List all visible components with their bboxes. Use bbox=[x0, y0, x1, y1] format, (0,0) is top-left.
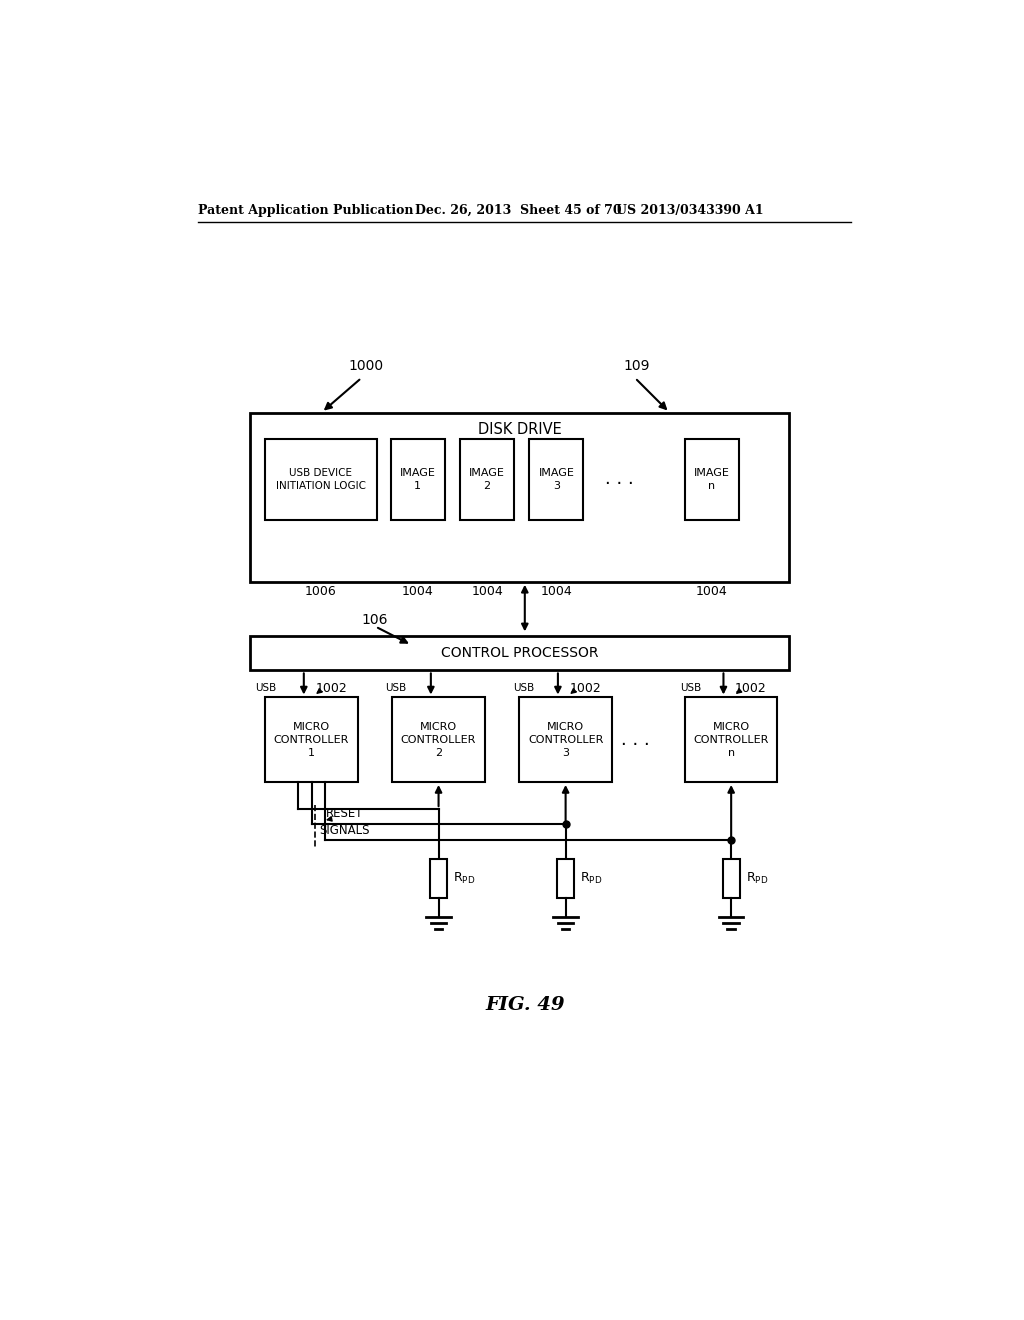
Bar bbox=[265, 697, 357, 781]
Text: US 2013/0343390 A1: US 2013/0343390 A1 bbox=[615, 205, 763, 218]
Bar bbox=[519, 697, 611, 781]
Text: Dec. 26, 2013  Sheet 45 of 70: Dec. 26, 2013 Sheet 45 of 70 bbox=[416, 205, 623, 218]
Text: 1004: 1004 bbox=[401, 585, 433, 598]
Bar bbox=[250, 413, 788, 582]
Text: MICRO
CONTROLLER
2: MICRO CONTROLLER 2 bbox=[400, 722, 476, 758]
Text: USB: USB bbox=[255, 684, 275, 693]
Bar bbox=[723, 859, 739, 898]
Bar bbox=[250, 636, 788, 671]
Bar bbox=[430, 859, 447, 898]
Text: FIG. 49: FIG. 49 bbox=[485, 997, 564, 1014]
Text: $\mathregular{R_{PD}}$: $\mathregular{R_{PD}}$ bbox=[745, 871, 768, 886]
Text: USB: USB bbox=[386, 684, 407, 693]
Text: 1000: 1000 bbox=[348, 359, 384, 374]
Bar bbox=[460, 440, 514, 520]
Text: IMAGE
1: IMAGE 1 bbox=[399, 467, 435, 491]
Bar bbox=[265, 440, 377, 520]
Text: IMAGE
n: IMAGE n bbox=[694, 467, 730, 491]
Text: $\mathregular{R_{PD}}$: $\mathregular{R_{PD}}$ bbox=[454, 871, 475, 886]
Text: CONTROL PROCESSOR: CONTROL PROCESSOR bbox=[440, 645, 598, 660]
Text: . . .: . . . bbox=[621, 731, 649, 748]
Bar bbox=[685, 697, 777, 781]
Bar bbox=[392, 697, 484, 781]
Text: IMAGE
2: IMAGE 2 bbox=[469, 467, 505, 491]
Text: 1004: 1004 bbox=[471, 585, 503, 598]
Bar bbox=[529, 440, 584, 520]
Text: Patent Application Publication: Patent Application Publication bbox=[199, 205, 414, 218]
Text: MICRO
CONTROLLER
3: MICRO CONTROLLER 3 bbox=[528, 722, 603, 758]
Text: USB: USB bbox=[681, 684, 701, 693]
Bar bbox=[391, 440, 444, 520]
Bar bbox=[685, 440, 739, 520]
Text: $\mathregular{R_{PD}}$: $\mathregular{R_{PD}}$ bbox=[581, 871, 602, 886]
Text: 1004: 1004 bbox=[541, 585, 572, 598]
Text: 109: 109 bbox=[624, 359, 650, 374]
Text: RESET
SIGNALS: RESET SIGNALS bbox=[319, 807, 370, 837]
Text: MICRO
CONTROLLER
n: MICRO CONTROLLER n bbox=[693, 722, 769, 758]
Text: 1006: 1006 bbox=[305, 585, 337, 598]
Text: 1002: 1002 bbox=[569, 681, 601, 694]
Text: IMAGE
3: IMAGE 3 bbox=[539, 467, 574, 491]
Text: 1002: 1002 bbox=[735, 681, 767, 694]
Text: USB DEVICE
INITIATION LOGIC: USB DEVICE INITIATION LOGIC bbox=[275, 467, 366, 491]
Text: . . .: . . . bbox=[605, 470, 634, 488]
Text: 1002: 1002 bbox=[315, 681, 347, 694]
Text: 106: 106 bbox=[361, 614, 388, 627]
Bar bbox=[557, 859, 574, 898]
Text: 1004: 1004 bbox=[696, 585, 728, 598]
Text: DISK DRIVE: DISK DRIVE bbox=[477, 422, 561, 437]
Text: MICRO
CONTROLLER
1: MICRO CONTROLLER 1 bbox=[273, 722, 349, 758]
Text: USB: USB bbox=[513, 684, 534, 693]
